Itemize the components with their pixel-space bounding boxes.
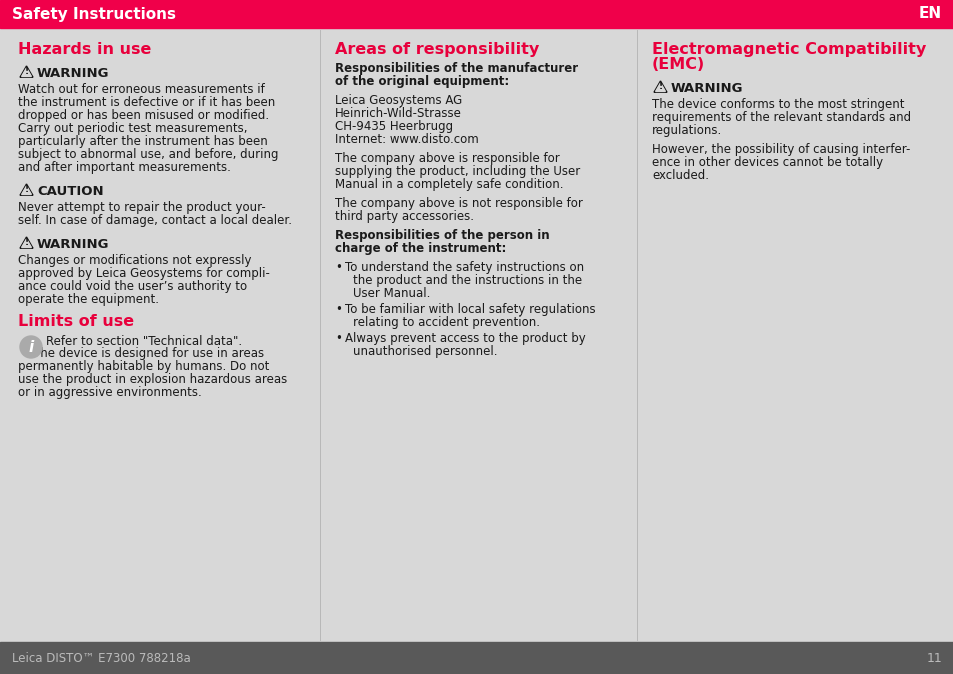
Text: CAUTION: CAUTION	[37, 185, 104, 198]
Text: !: !	[25, 67, 29, 75]
Text: charge of the instrument:: charge of the instrument:	[335, 242, 506, 255]
Text: Always prevent access to the product by: Always prevent access to the product by	[345, 332, 585, 345]
Bar	[0, 642, 953, 674]
Text: permanently habitable by humans. Do not: permanently habitable by humans. Do not	[18, 360, 269, 373]
Text: The company above is not responsible for: The company above is not responsible for	[335, 197, 582, 210]
Text: Refer to section "Technical data".: Refer to section "Technical data".	[46, 335, 242, 348]
Text: EN: EN	[918, 7, 941, 22]
Text: WARNING: WARNING	[37, 238, 110, 251]
Text: the product and the instructions in the: the product and the instructions in the	[353, 274, 581, 287]
Text: operate the equipment.: operate the equipment.	[18, 293, 159, 306]
Text: WARNING: WARNING	[37, 67, 110, 80]
Text: Electromagnetic Compatibility: Electromagnetic Compatibility	[651, 42, 925, 57]
Text: However, the possibility of causing interfer-: However, the possibility of causing inte…	[651, 143, 909, 156]
Text: of the original equipment:: of the original equipment:	[335, 75, 509, 88]
Text: use the product in explosion hazardous areas: use the product in explosion hazardous a…	[18, 373, 287, 386]
Text: Internet: www.disto.com: Internet: www.disto.com	[335, 133, 478, 146]
Text: !: !	[25, 238, 29, 247]
Text: ance could void the user’s authority to: ance could void the user’s authority to	[18, 280, 247, 293]
Text: The device is designed for use in areas: The device is designed for use in areas	[18, 347, 264, 360]
Circle shape	[20, 336, 42, 358]
Text: Watch out for erroneous measurements if: Watch out for erroneous measurements if	[18, 83, 265, 96]
Text: Responsibilities of the manufacturer: Responsibilities of the manufacturer	[335, 62, 578, 75]
Text: the instrument is defective or if it has been: the instrument is defective or if it has…	[18, 96, 275, 109]
Text: Leica DISTO™ E7300 788218a: Leica DISTO™ E7300 788218a	[12, 652, 191, 665]
Text: !: !	[658, 82, 662, 91]
Text: The device conforms to the most stringent: The device conforms to the most stringen…	[651, 98, 903, 111]
Text: supplying the product, including the User: supplying the product, including the Use…	[335, 165, 579, 178]
Text: WARNING: WARNING	[670, 82, 742, 95]
Text: dropped or has been misused or modified.: dropped or has been misused or modified.	[18, 109, 269, 122]
Text: unauthorised personnel.: unauthorised personnel.	[353, 345, 497, 358]
Polygon shape	[20, 184, 33, 195]
Text: Limits of use: Limits of use	[18, 314, 134, 329]
Text: approved by Leica Geosystems for compli-: approved by Leica Geosystems for compli-	[18, 267, 270, 280]
Bar	[0, 0, 953, 28]
Text: •: •	[335, 332, 341, 345]
Text: Safety Instructions: Safety Instructions	[12, 7, 175, 22]
Polygon shape	[22, 68, 31, 76]
Text: particularly after the instrument has been: particularly after the instrument has be…	[18, 135, 268, 148]
Text: i: i	[29, 340, 33, 355]
Text: subject to abnormal use, and before, during: subject to abnormal use, and before, dur…	[18, 148, 278, 161]
Text: To be familiar with local safety regulations: To be familiar with local safety regulat…	[345, 303, 595, 316]
Text: Never attempt to repair the product your-: Never attempt to repair the product your…	[18, 201, 266, 214]
Text: CH-9435 Heerbrugg: CH-9435 Heerbrugg	[335, 120, 453, 133]
Text: or in aggressive environments.: or in aggressive environments.	[18, 386, 201, 399]
Text: excluded.: excluded.	[651, 169, 708, 182]
Text: User Manual.: User Manual.	[353, 287, 430, 300]
Text: To understand the safety instructions on: To understand the safety instructions on	[345, 261, 583, 274]
Polygon shape	[22, 186, 31, 195]
Text: regulations.: regulations.	[651, 124, 721, 137]
Text: Responsibilities of the person in: Responsibilities of the person in	[335, 229, 549, 242]
Text: •: •	[335, 261, 341, 274]
Text: Areas of responsibility: Areas of responsibility	[335, 42, 538, 57]
Text: Heinrich-Wild-Strasse: Heinrich-Wild-Strasse	[335, 107, 461, 120]
Text: Leica Geosystems AG: Leica Geosystems AG	[335, 94, 462, 107]
Polygon shape	[20, 66, 33, 78]
Text: requirements of the relevant standards and: requirements of the relevant standards a…	[651, 111, 910, 124]
Polygon shape	[654, 81, 666, 92]
Text: relating to accident prevention.: relating to accident prevention.	[353, 316, 539, 329]
Text: 11: 11	[925, 652, 941, 665]
Text: Hazards in use: Hazards in use	[18, 42, 152, 57]
Text: Carry out periodic test measurements,: Carry out periodic test measurements,	[18, 122, 247, 135]
Text: Manual in a completely safe condition.: Manual in a completely safe condition.	[335, 178, 563, 191]
Text: third party accessories.: third party accessories.	[335, 210, 474, 223]
Polygon shape	[20, 237, 33, 248]
Text: (EMC): (EMC)	[651, 57, 704, 72]
Text: self. In case of damage, contact a local dealer.: self. In case of damage, contact a local…	[18, 214, 292, 227]
Text: The company above is responsible for: The company above is responsible for	[335, 152, 559, 165]
Polygon shape	[655, 83, 665, 92]
Text: ence in other devices cannot be totally: ence in other devices cannot be totally	[651, 156, 882, 169]
Text: Changes or modifications not expressly: Changes or modifications not expressly	[18, 254, 252, 267]
Text: and after important measurements.: and after important measurements.	[18, 161, 231, 174]
Text: !: !	[25, 185, 29, 193]
Polygon shape	[22, 239, 31, 247]
Text: •: •	[335, 303, 341, 316]
